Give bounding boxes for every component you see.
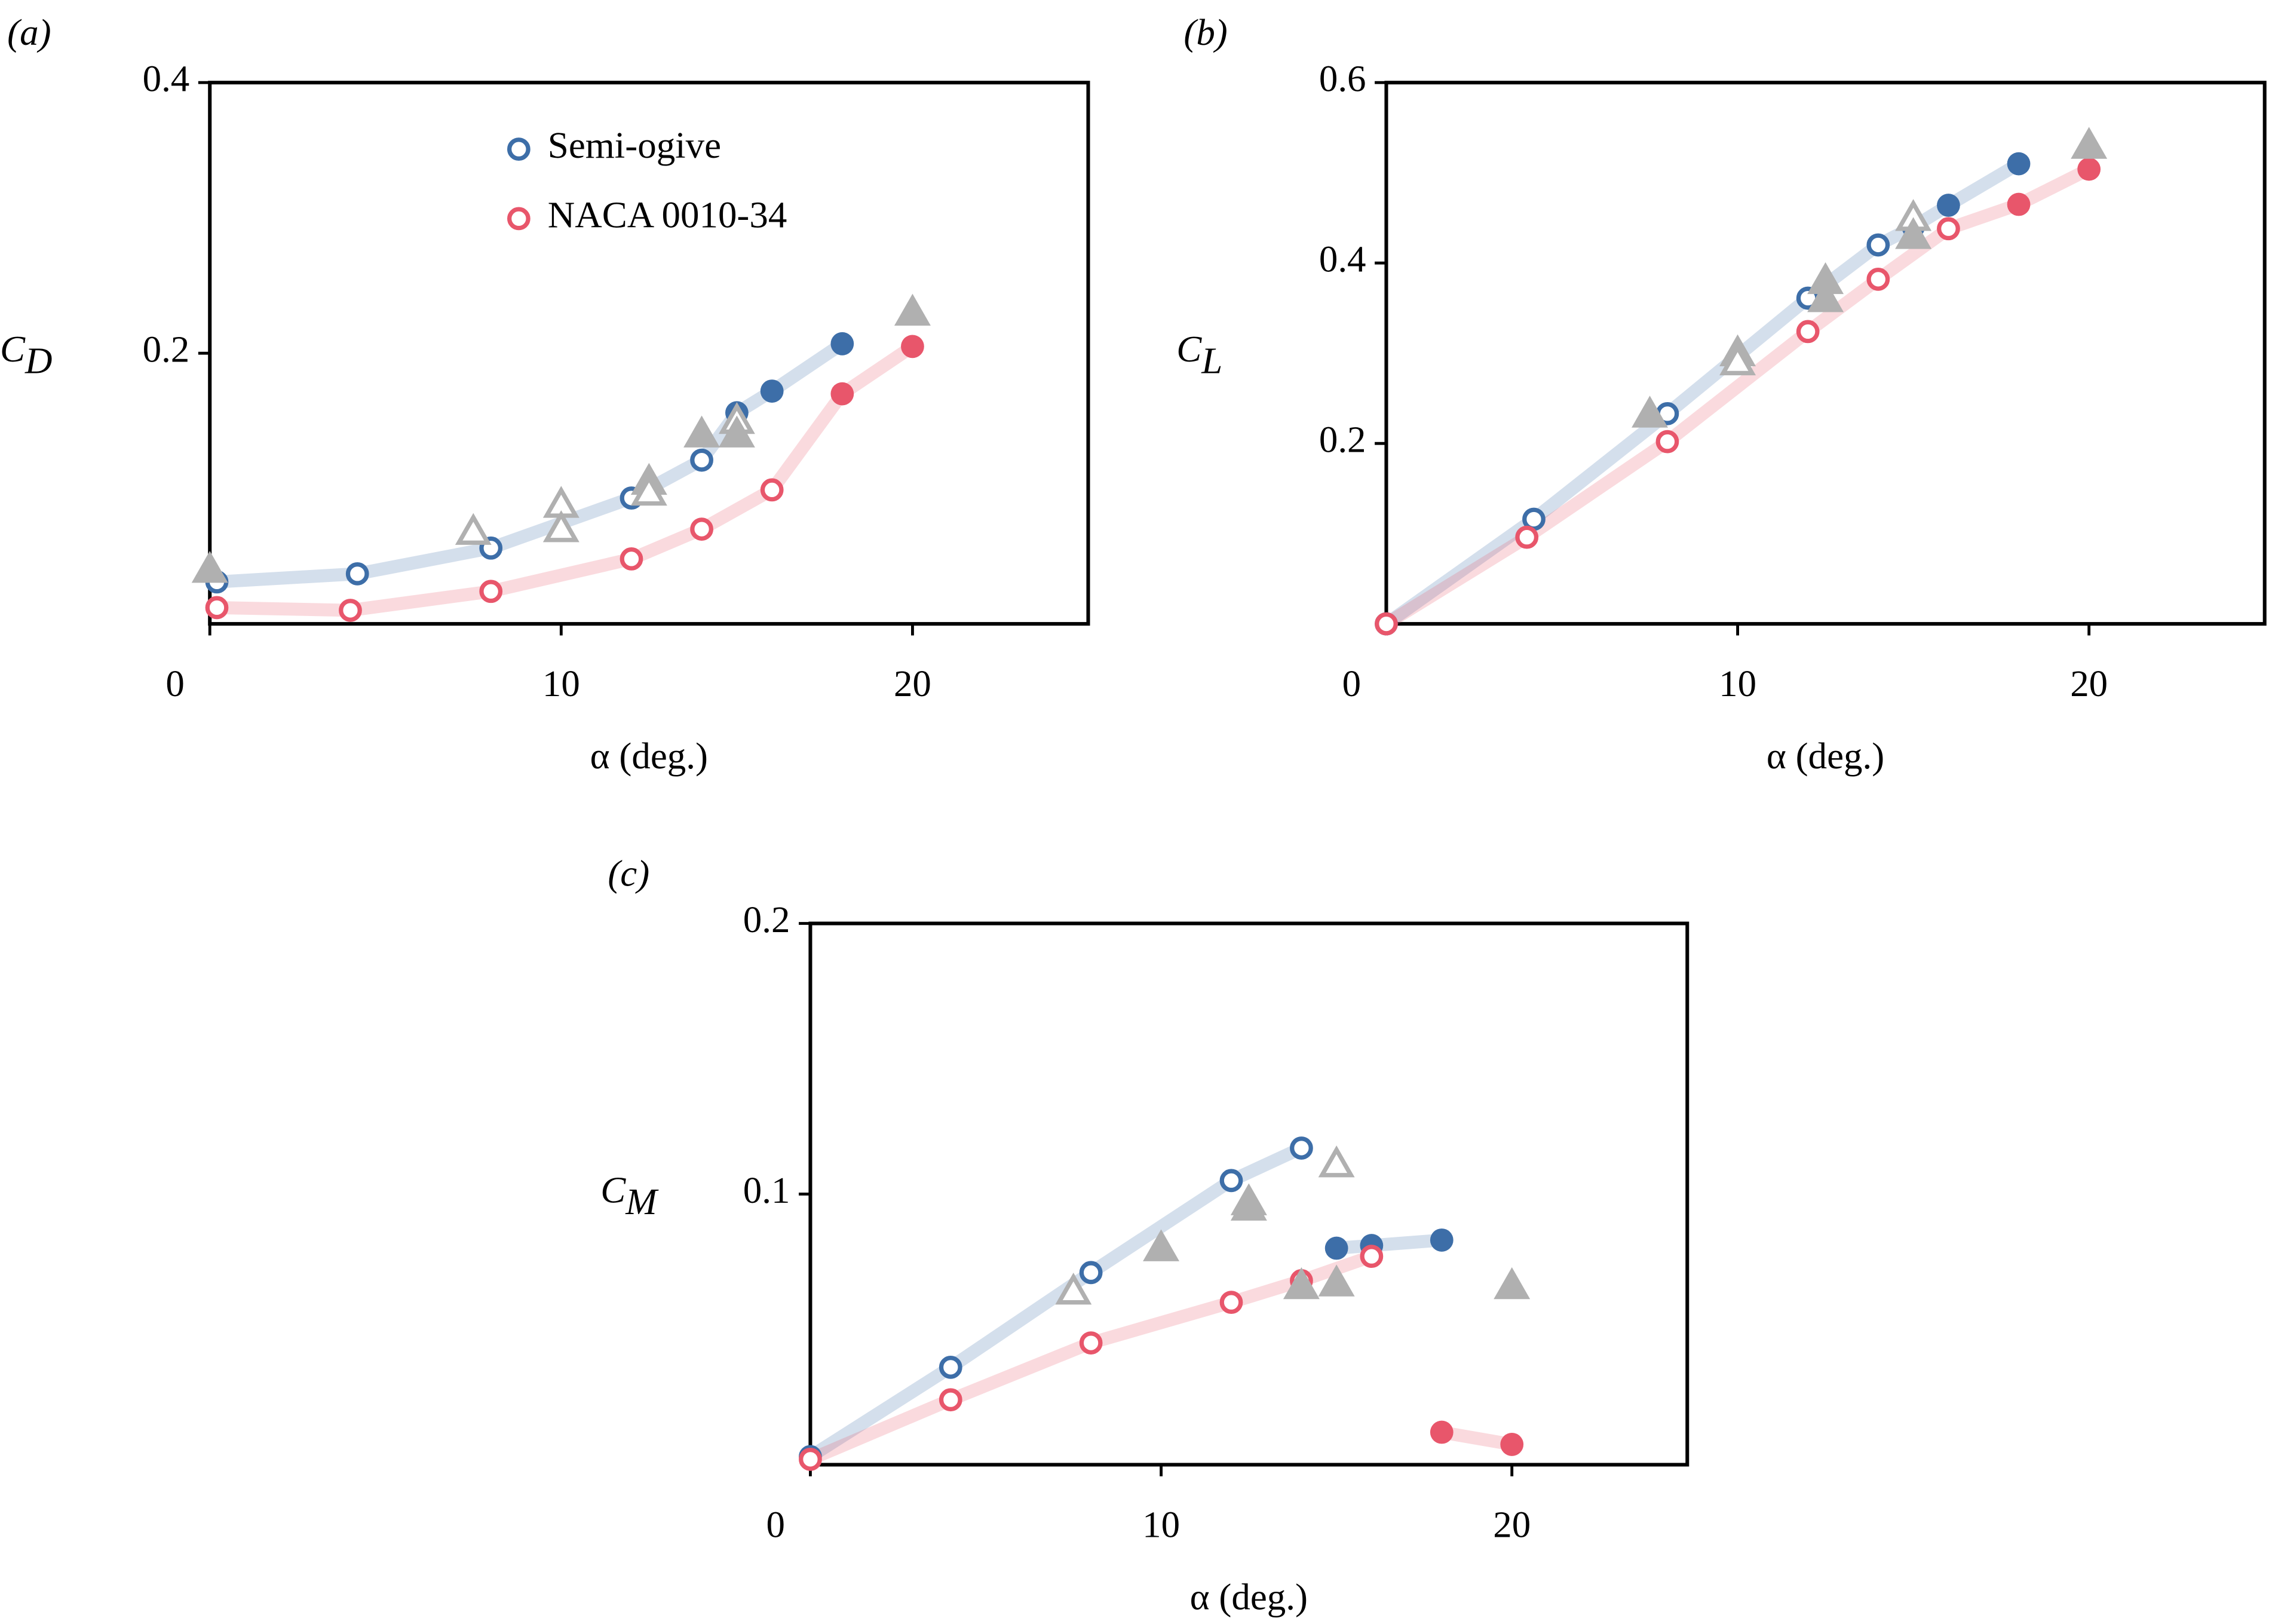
triangle-marker [1895,217,1932,249]
panel-label: (a) [7,11,51,53]
y-tick-label: 0.6 [1319,58,1366,100]
circle-marker [1866,267,1890,291]
y-tick-label: 0.1 [743,1169,790,1211]
circle-marker [1430,1228,1454,1252]
x-tick-label: 10 [542,663,580,704]
circle-marker [339,599,362,622]
y-axis-label: CL [1176,329,1222,382]
y-tick-label: 0.4 [1319,238,1366,280]
triangle-marker [2071,127,2108,159]
circle-marker [1324,1236,1348,1260]
legend-marker [507,137,531,161]
y-axis-label-symbol: C [600,1169,626,1211]
circle-marker [830,332,854,356]
circle-marker [939,1388,962,1412]
circle-marker [2007,192,2031,216]
circle-marker [939,1355,962,1379]
circle-marker [1360,1245,1384,1268]
circle-marker [345,562,369,586]
y-axis-label-subscript: D [24,340,52,382]
circle-marker [479,580,503,603]
x-tick-label: 0 [766,1503,785,1545]
triangle-marker [542,510,579,543]
circle-marker [1500,1433,1524,1456]
triangle-marker [1632,396,1669,428]
y-tick-label: 0.2 [1319,419,1366,461]
triangle-marker [1494,1267,1531,1300]
y-axis-label: CM [600,1169,659,1222]
circle-marker [1515,525,1539,549]
panel-label: (b) [1183,11,1227,53]
x-axis-label: α (deg.) [590,735,708,777]
circle-marker [1430,1420,1454,1444]
triangle-marker [1283,1267,1320,1300]
x-tick-label: 20 [894,663,931,704]
circle-marker [760,478,784,502]
triangle-marker [718,415,755,448]
circle-marker [620,547,643,571]
x-tick-label: 0 [1342,663,1361,704]
circle-marker [760,379,784,403]
triangle-marker [1318,1145,1355,1178]
series-band [210,339,919,617]
circle-marker [1079,1261,1103,1285]
series-band [1435,1426,1519,1451]
series-band [1379,163,2096,631]
circle-marker [1796,320,1820,344]
circle-marker [2007,152,2031,176]
circle-marker [690,517,713,541]
legend-marker [507,207,531,231]
circle-marker [1219,1169,1243,1193]
y-axis-label-symbol: C [0,329,26,370]
triangle-marker [455,513,492,545]
y-axis-label-subscript: M [625,1181,659,1222]
circle-marker [1079,1331,1103,1355]
circle-marker [1290,1136,1313,1160]
circle-marker [830,382,854,406]
x-axis-label: α (deg.) [1190,1576,1308,1618]
circle-marker [2077,157,2101,181]
series-band [804,1249,1378,1466]
y-axis-label-subscript: L [1201,340,1222,382]
x-axis-label: α (deg.) [1767,735,1884,777]
circle-marker [1655,430,1679,454]
triangle-marker [1230,1188,1267,1221]
legend-label: Semi-ogive [548,124,721,166]
circle-marker [1937,217,1960,241]
triangle-marker [1143,1229,1180,1261]
y-tick-label: 0.2 [143,329,190,370]
circle-marker [901,335,924,358]
y-tick-label: 0.2 [743,899,790,940]
x-tick-label: 10 [1719,663,1756,704]
triangle-marker [1055,1272,1092,1305]
triangle-marker [1719,343,1756,376]
legend-label: NACA 0010-34 [548,194,787,235]
x-tick-label: 0 [165,663,184,704]
circle-marker [1375,612,1398,636]
triangle-marker [1318,1264,1355,1297]
circle-marker [1866,233,1890,257]
circle-marker [1937,194,1960,217]
y-axis-label-symbol: C [1176,329,1202,370]
triangle-marker [630,473,667,506]
triangle-marker [683,415,720,448]
circle-marker [799,1447,822,1471]
series-band [1330,1233,1449,1255]
triangle-marker [191,550,228,583]
triangle-marker [894,293,931,326]
panel-label: (c) [608,852,649,894]
y-axis-label: CD [0,329,52,382]
circle-marker [205,596,229,620]
circle-marker [1219,1291,1243,1314]
triangle-marker [1807,280,1844,312]
series-band [210,337,849,589]
plot-frame [1384,81,2267,626]
x-tick-label: 10 [1142,1503,1180,1545]
y-tick-label: 0.4 [143,58,190,100]
x-tick-label: 20 [1493,1503,1531,1545]
circle-marker [690,448,713,472]
x-tick-label: 20 [2070,663,2108,704]
series-band [1379,157,2025,631]
